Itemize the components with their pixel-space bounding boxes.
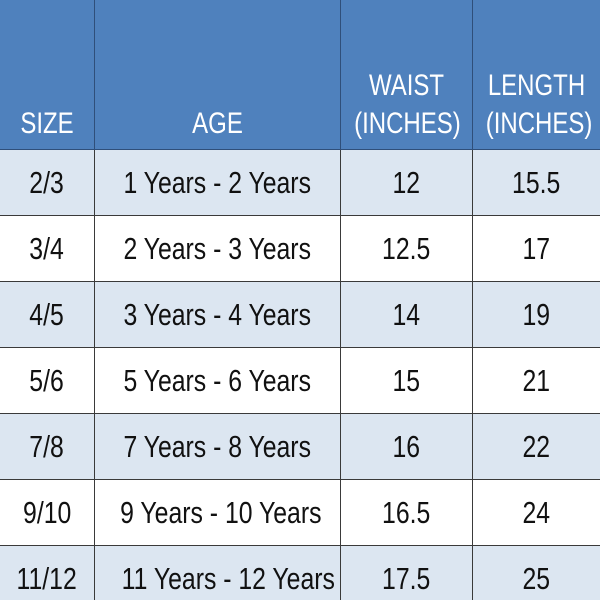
cell-text: 3/4 bbox=[29, 230, 65, 266]
header-cell: LENGTH (INCHES) bbox=[472, 0, 600, 150]
header-row: SIZE AGE WAIST (INCHES) LENGTH (INCHES) bbox=[0, 0, 600, 150]
cell-text: 12 bbox=[392, 164, 421, 200]
table-cell: 17 bbox=[472, 215, 600, 282]
header-cell: AGE bbox=[94, 0, 341, 150]
table-cell: 15 bbox=[340, 347, 473, 414]
cell-text: 11/12 bbox=[16, 560, 78, 596]
table-cell: 7 Years - 8 Years bbox=[94, 413, 341, 480]
table-cell: 16.5 bbox=[340, 479, 473, 546]
cell-text: 16 bbox=[392, 428, 421, 464]
cell-text: 5/6 bbox=[29, 362, 65, 398]
table-cell: 2 Years - 3 Years bbox=[94, 215, 341, 282]
cell-text: 11 Years - 12 Years bbox=[121, 560, 335, 596]
table-row: 5/6 5 Years - 6 Years 15 21 bbox=[0, 347, 600, 414]
table-cell: 5 Years - 6 Years bbox=[94, 347, 341, 414]
table-cell: 3/4 bbox=[0, 215, 95, 282]
table-cell: 21 bbox=[472, 347, 600, 414]
table-cell: 1 Years - 2 Years bbox=[94, 149, 341, 216]
header-cell: WAIST (INCHES) bbox=[340, 0, 473, 150]
table-cell: 11 Years - 12 Years bbox=[94, 545, 341, 600]
header-text: WAIST bbox=[368, 69, 445, 102]
table-row: 7/8 7 Years - 8 Years 16 22 bbox=[0, 413, 600, 480]
table-cell: 22 bbox=[472, 413, 600, 480]
cell-text: 7 Years - 8 Years bbox=[123, 428, 312, 464]
table-cell: 12.5 bbox=[340, 215, 473, 282]
cell-text: 24 bbox=[522, 494, 551, 530]
header-text: (INCHES) bbox=[485, 107, 593, 140]
header-text: (INCHES) bbox=[354, 107, 461, 140]
table-cell: 16 bbox=[340, 413, 473, 480]
table-cell: 9 Years - 10 Years bbox=[94, 479, 341, 546]
table-cell: 4/5 bbox=[0, 281, 95, 348]
header-text: SIZE bbox=[20, 107, 74, 140]
table-cell: 2/3 bbox=[0, 149, 95, 216]
cell-text: 25 bbox=[522, 560, 551, 596]
cell-text: 5 Years - 6 Years bbox=[123, 362, 312, 398]
header-cell: SIZE bbox=[0, 0, 95, 150]
table-cell: 7/8 bbox=[0, 413, 95, 480]
cell-text: 22 bbox=[522, 428, 551, 464]
table-cell: 11/12 bbox=[0, 545, 95, 600]
cell-text: 15.5 bbox=[512, 164, 561, 200]
table-cell: 15.5 bbox=[472, 149, 600, 216]
cell-text: 9 Years - 10 Years bbox=[120, 494, 322, 530]
cell-text: 2/3 bbox=[29, 164, 65, 200]
table-cell: 19 bbox=[472, 281, 600, 348]
table-cell: 24 bbox=[472, 479, 600, 546]
cell-text: 16.5 bbox=[382, 494, 431, 530]
cell-text: 19 bbox=[522, 296, 551, 332]
cell-text: 1 Years - 2 Years bbox=[123, 164, 312, 200]
header-text: AGE bbox=[192, 107, 243, 140]
table-cell: 17.5 bbox=[340, 545, 473, 600]
table-row: 2/3 1 Years - 2 Years 12 15.5 bbox=[0, 149, 600, 216]
table-cell: 5/6 bbox=[0, 347, 95, 414]
cell-text: 17.5 bbox=[382, 560, 431, 596]
cell-text: 21 bbox=[522, 362, 551, 398]
cell-text: 7/8 bbox=[29, 428, 65, 464]
cell-text: 3 Years - 4 Years bbox=[123, 296, 312, 332]
cell-text: 9/10 bbox=[22, 494, 72, 530]
cell-text: 12.5 bbox=[382, 230, 431, 266]
table-row: 9/10 9 Years - 10 Years 16.5 24 bbox=[0, 479, 600, 546]
cell-text: 15 bbox=[392, 362, 421, 398]
cell-text: 17 bbox=[522, 230, 551, 266]
table-row: 3/4 2 Years - 3 Years 12.5 17 bbox=[0, 215, 600, 282]
table-cell: 25 bbox=[472, 545, 600, 600]
table-cell: 3 Years - 4 Years bbox=[94, 281, 341, 348]
table-cell: 9/10 bbox=[0, 479, 95, 546]
cell-text: 14 bbox=[392, 296, 421, 332]
header-text: LENGTH bbox=[487, 69, 586, 102]
table-cell: 12 bbox=[340, 149, 473, 216]
cell-text: 2 Years - 3 Years bbox=[123, 230, 312, 266]
table-cell: 14 bbox=[340, 281, 473, 348]
cell-text: 4/5 bbox=[29, 296, 65, 332]
table-row: 11/12 11 Years - 12 Years 17.5 25 bbox=[0, 545, 600, 600]
table-row: 4/5 3 Years - 4 Years 14 19 bbox=[0, 281, 600, 348]
